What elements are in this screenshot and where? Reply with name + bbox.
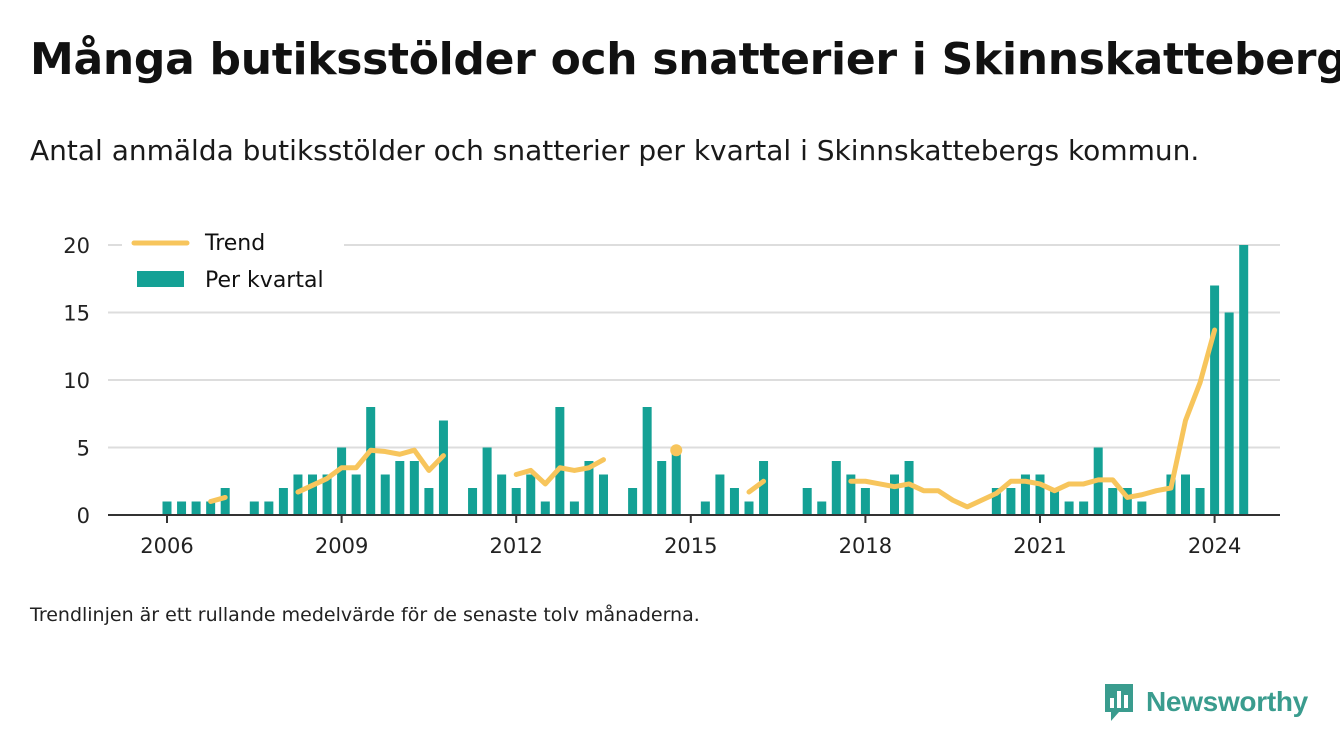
x-tick-label: 2015 — [664, 534, 717, 558]
bar — [1006, 488, 1016, 515]
bar — [206, 501, 216, 515]
trend-line-segment — [848, 327, 1218, 510]
bar — [802, 488, 812, 515]
bar — [1020, 474, 1030, 515]
bar — [191, 501, 201, 515]
y-tick-label: 20 — [63, 234, 90, 258]
bar — [540, 501, 550, 515]
bar — [278, 488, 288, 515]
bar — [1224, 312, 1234, 515]
bar — [409, 461, 419, 515]
bar — [322, 474, 332, 515]
legend-background — [122, 222, 344, 304]
bar — [511, 488, 521, 515]
trend-line-segment — [513, 457, 606, 487]
bar — [715, 474, 725, 515]
y-tick-label: 10 — [63, 369, 90, 393]
x-tick-label: 2012 — [489, 534, 542, 558]
bar — [729, 488, 739, 515]
brand[interactable]: Newsworthy — [1102, 680, 1308, 724]
chart-subtitle: Antal anmälda butiksstölder och snatteri… — [30, 134, 1200, 167]
bar — [1064, 501, 1074, 515]
y-tick-label: 15 — [63, 302, 90, 326]
chart-title: Många butiksstölder och snatterier i Ski… — [30, 34, 1340, 85]
x-tick-label: 2009 — [315, 534, 368, 558]
legend-trend-label: Trend — [204, 231, 265, 256]
bar — [759, 461, 769, 515]
bar — [1035, 474, 1045, 515]
bar — [468, 488, 478, 515]
bar — [497, 474, 507, 515]
footnote: Trendlinjen är ett rullande medelvärde f… — [30, 604, 700, 626]
x-tick-label: 2006 — [140, 534, 193, 558]
trend-point — [670, 444, 683, 457]
trend-line-segment — [208, 494, 228, 504]
bar — [991, 488, 1001, 515]
legend-bar-swatch — [137, 271, 184, 287]
bar — [846, 474, 856, 515]
bar — [584, 461, 594, 515]
y-tick-label: 0 — [77, 504, 90, 528]
bar — [526, 474, 536, 515]
bar — [599, 474, 608, 515]
bar — [424, 488, 434, 515]
bar — [1122, 488, 1132, 515]
brand-name: Newsworthy — [1146, 686, 1308, 717]
bar — [482, 447, 492, 515]
x-tick-label: 2024 — [1188, 534, 1241, 558]
bar — [162, 501, 172, 515]
y-tick-label: 5 — [77, 437, 90, 461]
bar — [380, 474, 390, 515]
bar — [890, 474, 899, 515]
bar — [264, 501, 274, 515]
bar — [1210, 285, 1220, 515]
trend-series — [208, 327, 1218, 510]
bar — [904, 461, 914, 515]
bar-series — [162, 245, 1249, 515]
bar — [308, 474, 317, 515]
bar — [1166, 474, 1176, 515]
newsworthy-logo-icon — [1105, 684, 1133, 721]
trend-line-segment — [295, 447, 446, 495]
bar — [657, 461, 667, 515]
bar — [642, 407, 652, 515]
bar — [555, 407, 565, 515]
x-axis-ticks: 2006 2009 2012 2015 2018 2021 2024 — [108, 514, 1280, 558]
bar — [1195, 488, 1205, 515]
x-tick-label: 2018 — [839, 534, 892, 558]
bar — [860, 488, 870, 515]
bar — [351, 474, 361, 515]
trend-line-segment — [746, 478, 767, 495]
bar — [177, 501, 187, 515]
y-axis-ticks: 0 5 10 15 20 — [63, 234, 90, 528]
x-tick-label: 2021 — [1013, 534, 1066, 558]
legend-bar-label: Per kvartal — [205, 268, 324, 293]
bar — [1108, 488, 1118, 515]
bar — [628, 488, 638, 515]
bar — [293, 474, 303, 515]
bar — [817, 501, 827, 515]
legend: Trend Per kvartal — [122, 222, 344, 304]
bar-line-chart: 0 5 10 15 20 2006 2009 2012 2015 2018 2021 2024 Tr… — [63, 222, 1280, 558]
bar — [671, 447, 681, 515]
bar — [700, 501, 710, 515]
bar — [395, 461, 405, 515]
bar — [744, 501, 754, 515]
bar — [337, 447, 347, 515]
bar — [1239, 245, 1249, 515]
bar — [366, 407, 376, 515]
bar — [569, 501, 579, 515]
bar — [249, 501, 259, 515]
bar — [1050, 488, 1060, 515]
bar — [220, 488, 230, 515]
bar — [1079, 501, 1089, 515]
bar — [831, 461, 841, 515]
bar — [1137, 501, 1147, 515]
bar — [438, 420, 448, 515]
bar — [1181, 474, 1190, 515]
